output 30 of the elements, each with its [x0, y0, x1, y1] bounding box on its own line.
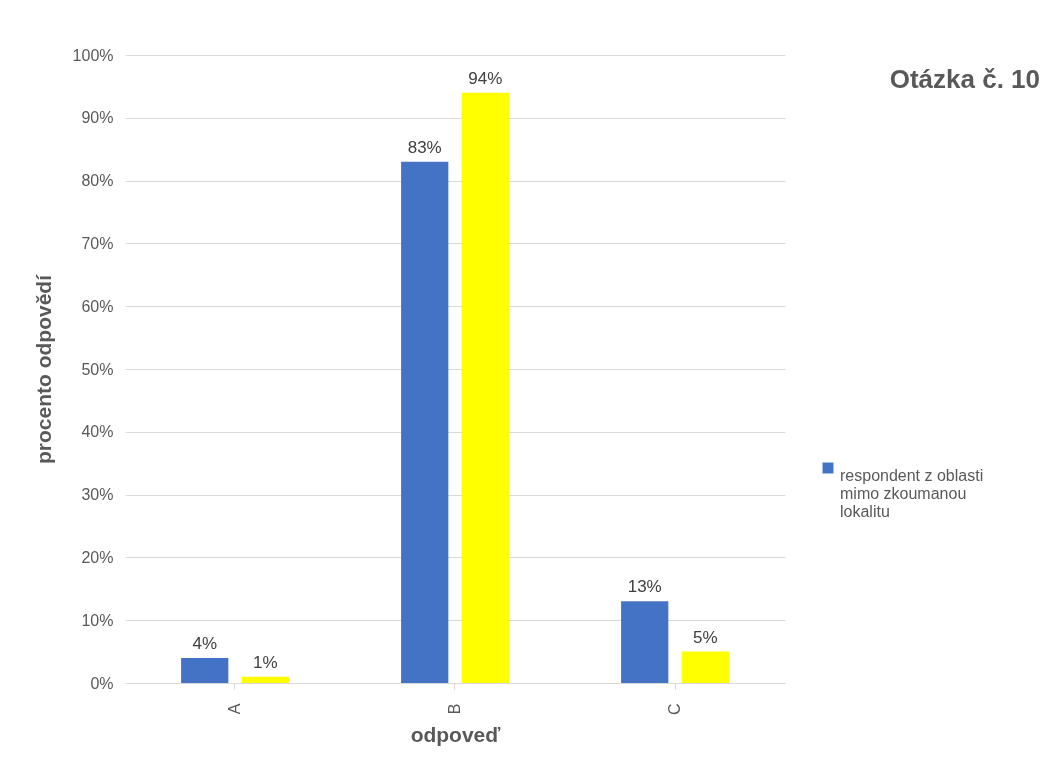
bar: [461, 92, 509, 683]
bar: [621, 601, 669, 683]
y-tick-label: 80%: [81, 172, 114, 190]
y-axis-title: procento odpovědí: [31, 273, 55, 464]
y-tick-label: 60%: [81, 297, 114, 315]
data-label: 83%: [407, 137, 442, 157]
y-tick-label: 70%: [81, 234, 114, 252]
y-tick-label: 0%: [90, 674, 114, 692]
legend-label: respondent z oblasti mimo zkoumanou lokalitu: [840, 467, 984, 520]
bar: [401, 161, 449, 683]
x-tick-label: A: [226, 703, 243, 715]
x-tick-label: B: [446, 703, 463, 715]
bar: [241, 676, 289, 683]
data-label: 1%: [252, 652, 278, 672]
y-tick-label: 100%: [72, 46, 114, 64]
y-tick-label: 40%: [81, 423, 114, 441]
y-tick-label: 90%: [81, 109, 114, 127]
data-label: 5%: [692, 627, 718, 647]
y-tick-label: 50%: [81, 360, 114, 378]
data-label: 4%: [192, 633, 218, 653]
text: Otázka č. 10: [889, 64, 1040, 94]
bar: [681, 651, 729, 683]
x-axis-title: odpoveď: [410, 723, 502, 747]
data-label: 94%: [468, 68, 503, 88]
y-tick-label: 20%: [81, 548, 114, 566]
data-label: 13%: [627, 577, 662, 597]
y-tick-label: 10%: [81, 611, 114, 629]
y-tick-label: 30%: [81, 486, 114, 504]
x-tick-label: C: [666, 703, 683, 716]
bar: [181, 657, 229, 683]
